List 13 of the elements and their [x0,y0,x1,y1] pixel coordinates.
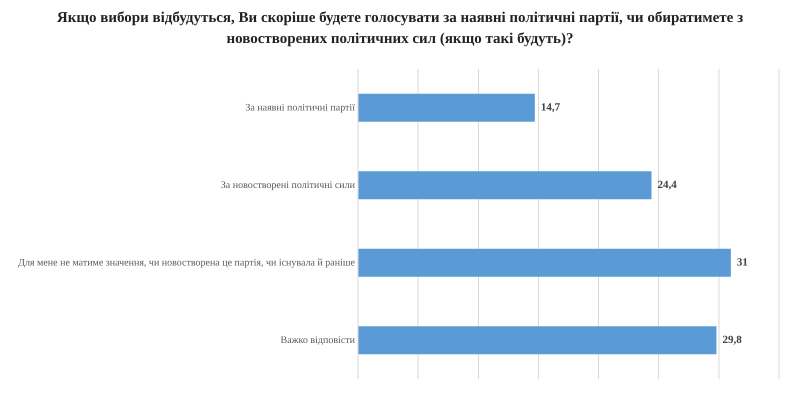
bar [358,171,652,200]
data-label: 14,7 [540,102,561,114]
chart-title: Якщо вибори відбудуться, Ви скоріше будете голосувати за наявні політичні партії, чи обиратимете з новостворених політичних сил (якщо такі будуть)? [56,9,744,49]
y-tick-label: За наявні політичні партії [245,102,356,114]
bar [358,248,731,277]
bar [358,326,716,354]
y-tick-label: Важко відповісти [280,334,356,346]
y-tick-label: Для мене не матиме значення, чи новостворена це партія, чи існувала й раніше [18,257,356,268]
data-label: 24,4 [657,179,678,192]
data-label: 31 [736,256,748,269]
y-tick-label: За новостворені політичні сили [220,180,356,191]
bar [358,94,535,122]
data-label: 29,8 [722,334,742,346]
